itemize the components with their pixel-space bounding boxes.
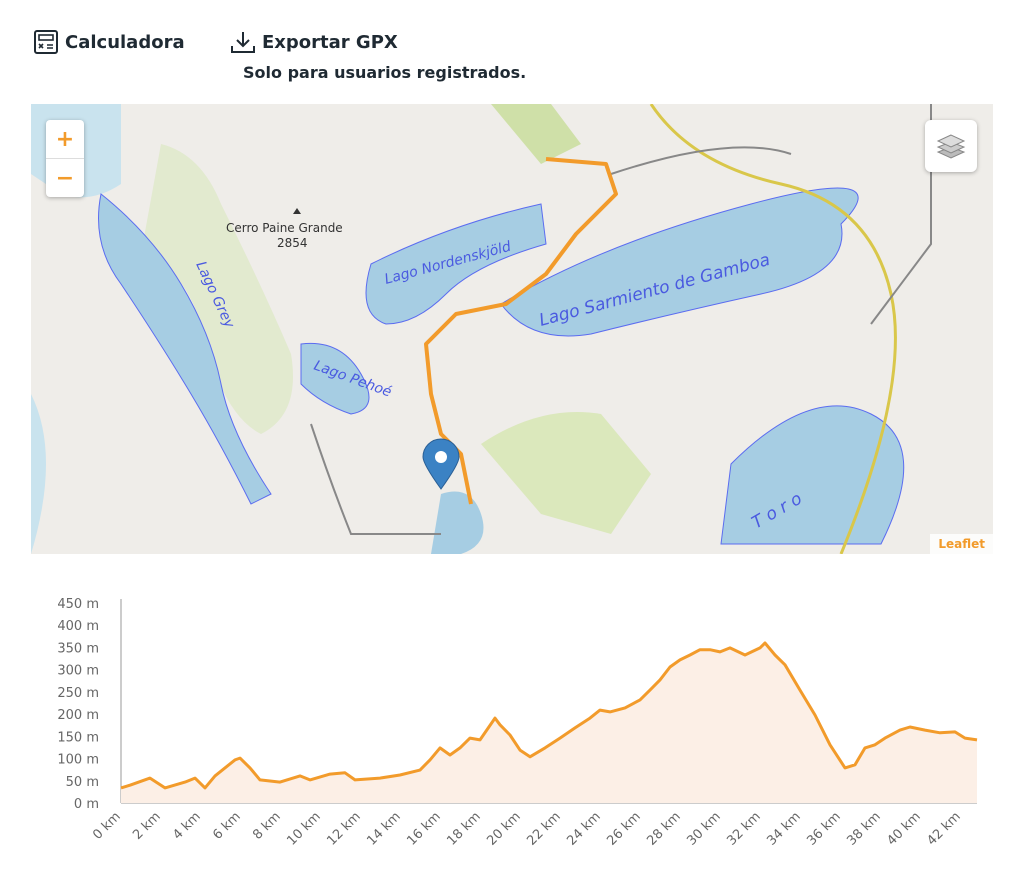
x-tick-label: 30 km [684,809,724,849]
calculator-icon [34,30,58,54]
lake-sarmiento [500,187,859,337]
zoom-out-button[interactable]: − [46,158,84,197]
elevation-area [121,643,977,803]
y-tick-label: 250 m [57,686,99,701]
x-tick-label: 38 km [844,809,884,849]
zoom-in-button[interactable]: + [55,126,75,152]
export-gpx-button[interactable]: Exportar GPX [230,29,398,55]
y-tick-label: 100 m [57,753,99,768]
map-tiles: Cerro Paine Grande 2854 Lago Grey Lago N… [31,104,993,554]
leaflet-attribution[interactable]: Leaflet [930,534,993,554]
x-tick-label: 40 km [884,809,924,849]
calculator-label: Calculadora [65,31,185,53]
export-note: Solo para usuarios registrados. [243,63,527,82]
peak-label: Cerro Paine Grande [226,221,343,235]
x-tick-label: 22 km [524,809,564,849]
x-tick-label: 16 km [404,809,444,849]
x-tick-label: 12 km [324,809,364,849]
y-tick-label: 0 m [74,797,99,812]
x-tick-label: 6 km [210,809,244,843]
x-tick-label: 26 km [604,809,644,849]
x-tick-label: 14 km [364,809,404,849]
x-tick-label: 4 km [170,809,204,843]
elevation-chart: 0 m 50 m 100 m 150 m 200 m 250 m 300 m 350 m 400… [57,597,978,849]
calculator-button[interactable]: Calculadora [33,29,185,55]
y-tick-label: 200 m [57,708,99,723]
x-tick-label: 2 km [130,809,164,843]
x-tick-label: 42 km [924,809,964,849]
x-tick-label: 18 km [444,809,484,849]
lake-grey [98,193,272,505]
x-tick-label: 24 km [564,809,604,849]
y-tick-label: 350 m [57,641,99,656]
y-tick-label: 150 m [57,730,99,745]
export-gpx-label: Exportar GPX [262,31,398,53]
layers-icon [936,134,966,159]
layers-button[interactable] [925,120,977,172]
peak-icon [293,208,301,214]
y-tick-label: 300 m [57,664,99,679]
lake-nordenskjold [365,203,547,325]
y-tick-label: 50 m [66,775,99,790]
x-tick-label: 0 km [90,809,124,843]
x-tick-label: 10 km [284,809,324,849]
x-tick-label: 28 km [644,809,684,849]
location-marker-icon [422,438,460,490]
x-tick-label: 34 km [764,809,804,849]
x-tick-label: 20 km [484,809,524,849]
route-line [424,157,618,505]
x-tick-label: 8 km [250,809,284,843]
download-icon [231,32,255,53]
x-tick-label: 32 km [724,809,764,849]
x-tick-label: 36 km [804,809,844,849]
map[interactable]: Cerro Paine Grande 2854 Lago Grey Lago N… [31,104,993,554]
lake-pehoe [300,342,370,415]
y-tick-label: 400 m [57,619,99,634]
peak-elevation: 2854 [277,236,308,250]
y-tick-label: 450 m [57,597,99,612]
zoom-control: + − [46,120,84,197]
